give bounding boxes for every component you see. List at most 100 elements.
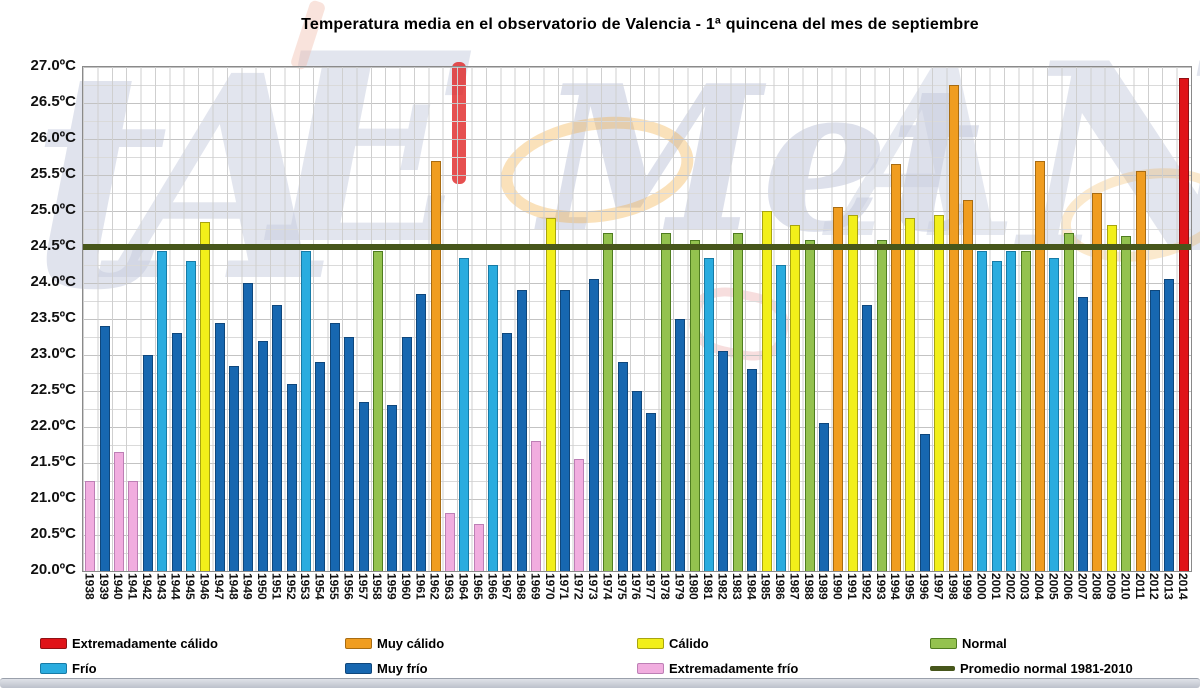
x-axis-label-1956: 1956 <box>341 573 356 600</box>
x-axis-label-1944: 1944 <box>168 573 183 600</box>
y-axis-label: 24.5ºC <box>30 237 76 254</box>
x-axis-label-1987: 1987 <box>787 573 802 600</box>
y-axis-label: 27.0ºC <box>30 57 76 74</box>
promedio-normal-line <box>83 244 1191 250</box>
legend-item-c: Cálido <box>637 635 709 651</box>
legend-item-mc: Muy cálido <box>345 635 444 651</box>
bar-2009 <box>1106 225 1117 571</box>
x-axis-label-1967: 1967 <box>499 573 514 600</box>
bar-1999 <box>962 200 973 571</box>
bar-1961 <box>416 293 427 571</box>
horizontal-scrollbar[interactable] <box>0 678 1200 688</box>
x-axis-label-1991: 1991 <box>845 573 860 600</box>
x-axis-label-2012: 2012 <box>1147 573 1162 600</box>
x-axis-label-1948: 1948 <box>226 573 241 600</box>
bar-1940 <box>113 452 124 571</box>
y-axis-label: 21.0ºC <box>30 489 76 506</box>
bar-2005 <box>1049 257 1060 571</box>
bar-1993 <box>876 239 887 571</box>
x-axis-label-2010: 2010 <box>1118 573 1133 600</box>
bar-1970 <box>545 218 556 571</box>
plot-area <box>82 66 1192 572</box>
x-axis-label-1947: 1947 <box>211 573 226 600</box>
bar-1948 <box>229 365 240 571</box>
legend-item-mf: Muy frío <box>345 660 428 676</box>
y-axis-label: 23.0ºC <box>30 345 76 362</box>
x-axis-label-1966: 1966 <box>485 573 500 600</box>
bar-1946 <box>200 221 211 571</box>
x-axis-label-1952: 1952 <box>283 573 298 600</box>
bar-1974 <box>603 232 614 571</box>
legend-color-swatch <box>40 662 67 674</box>
x-axis-label-1969: 1969 <box>528 573 543 600</box>
x-axis-label-1951: 1951 <box>269 573 284 600</box>
bar-1975 <box>617 362 628 571</box>
legend-label: Normal <box>962 635 1007 651</box>
bar-1967 <box>502 333 513 571</box>
bar-1971 <box>560 290 571 571</box>
x-axis-label-1978: 1978 <box>657 573 672 600</box>
x-axis-label-1971: 1971 <box>557 573 572 600</box>
bar-1998 <box>948 85 959 571</box>
x-axis-label-1988: 1988 <box>801 573 816 600</box>
x-axis-label-2007: 2007 <box>1075 573 1090 600</box>
bar-1964 <box>459 257 470 571</box>
x-axis-label-1986: 1986 <box>773 573 788 600</box>
y-axis-label: 25.5ºC <box>30 165 76 182</box>
bar-1959 <box>387 405 398 571</box>
x-axis-label-1954: 1954 <box>312 573 327 600</box>
x-axis-label-1964: 1964 <box>456 573 471 600</box>
x-axis-label-1997: 1997 <box>931 573 946 600</box>
x-axis-label-1979: 1979 <box>672 573 687 600</box>
bar-2012 <box>1150 290 1161 571</box>
x-axis-label-2009: 2009 <box>1104 573 1119 600</box>
x-axis-label-1980: 1980 <box>686 573 701 600</box>
x-axis-label-1994: 1994 <box>888 573 903 600</box>
bar-1991 <box>847 214 858 571</box>
bar-1988 <box>804 239 815 571</box>
bar-2011 <box>1135 171 1146 571</box>
bar-1966 <box>488 265 499 571</box>
bar-1956 <box>344 337 355 571</box>
bar-1972 <box>574 459 585 571</box>
x-axis-label-1972: 1972 <box>571 573 586 600</box>
x-axis-label-1959: 1959 <box>384 573 399 600</box>
bar-1995 <box>905 218 916 571</box>
bar-1994 <box>891 164 901 571</box>
bar-1984 <box>747 369 758 571</box>
legend-item-n: Normal <box>930 635 1007 651</box>
x-axis-label-1955: 1955 <box>326 573 341 600</box>
legend-label: Extremadamente frío <box>669 660 799 676</box>
x-axis-label-1996: 1996 <box>916 573 931 600</box>
x-axis-label-2005: 2005 <box>1046 573 1061 600</box>
bar-2006 <box>1063 232 1074 571</box>
bar-1955 <box>329 322 340 571</box>
bar-1992 <box>862 304 873 571</box>
bar-1950 <box>257 340 268 571</box>
bar-2003 <box>1020 250 1031 571</box>
bar-1978 <box>660 232 671 571</box>
bar-2000 <box>977 250 988 571</box>
x-axis-label-2014: 2014 <box>1175 573 1190 600</box>
x-axis-label-1975: 1975 <box>614 573 629 600</box>
bar-2004 <box>1034 160 1045 571</box>
x-axis-label-1995: 1995 <box>902 573 917 600</box>
legend-item-promedio: Promedio normal 1981-2010 <box>930 660 1133 676</box>
legend-color-swatch <box>637 662 664 674</box>
y-axis-label: 26.5ºC <box>30 93 76 110</box>
x-axis-label-1974: 1974 <box>600 573 615 600</box>
x-axis-label-1968: 1968 <box>514 573 529 600</box>
x-axis-label-2000: 2000 <box>974 573 989 600</box>
bar-1943 <box>157 250 168 571</box>
bar-2013 <box>1164 279 1175 571</box>
x-axis-label-1993: 1993 <box>873 573 888 600</box>
bar-1963 <box>444 513 455 571</box>
bar-1981 <box>703 257 714 571</box>
y-axis-label: 22.5ºC <box>30 381 76 398</box>
bar-1997 <box>934 214 945 571</box>
x-axis-label-1970: 1970 <box>542 573 557 600</box>
bar-1982 <box>718 351 729 571</box>
y-axis-label: 24.0ºC <box>30 273 76 290</box>
bar-1939 <box>99 326 110 571</box>
legend-label: Muy cálido <box>377 635 445 651</box>
